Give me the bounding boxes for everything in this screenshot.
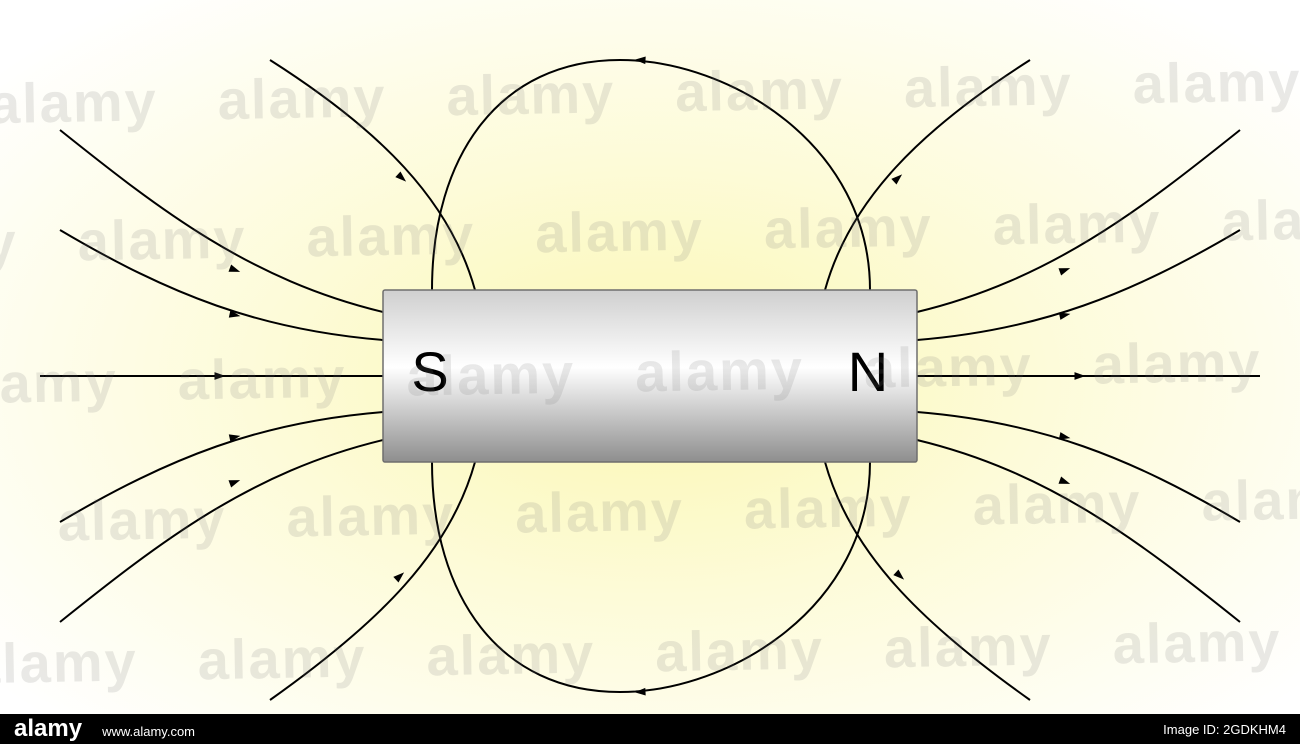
footer-credit: www.alamy.com — [102, 724, 195, 739]
footer-bar: alamy www.alamy.com Image ID: 2GDKHM4 — [0, 714, 1300, 744]
footer-image-id: Image ID: 2GDKHM4 — [1163, 722, 1286, 737]
footer-logo: alamy — [14, 715, 82, 743]
north-pole-label: N — [848, 340, 888, 403]
diagram-stage: S N alamyalamyalamyalamyalamyalamyalamya… — [0, 0, 1300, 744]
south-pole-label: S — [411, 340, 448, 403]
footer-left: alamy www.alamy.com — [14, 715, 195, 743]
magnet-field-diagram: S N — [0, 0, 1300, 744]
bar-magnet — [383, 290, 917, 462]
